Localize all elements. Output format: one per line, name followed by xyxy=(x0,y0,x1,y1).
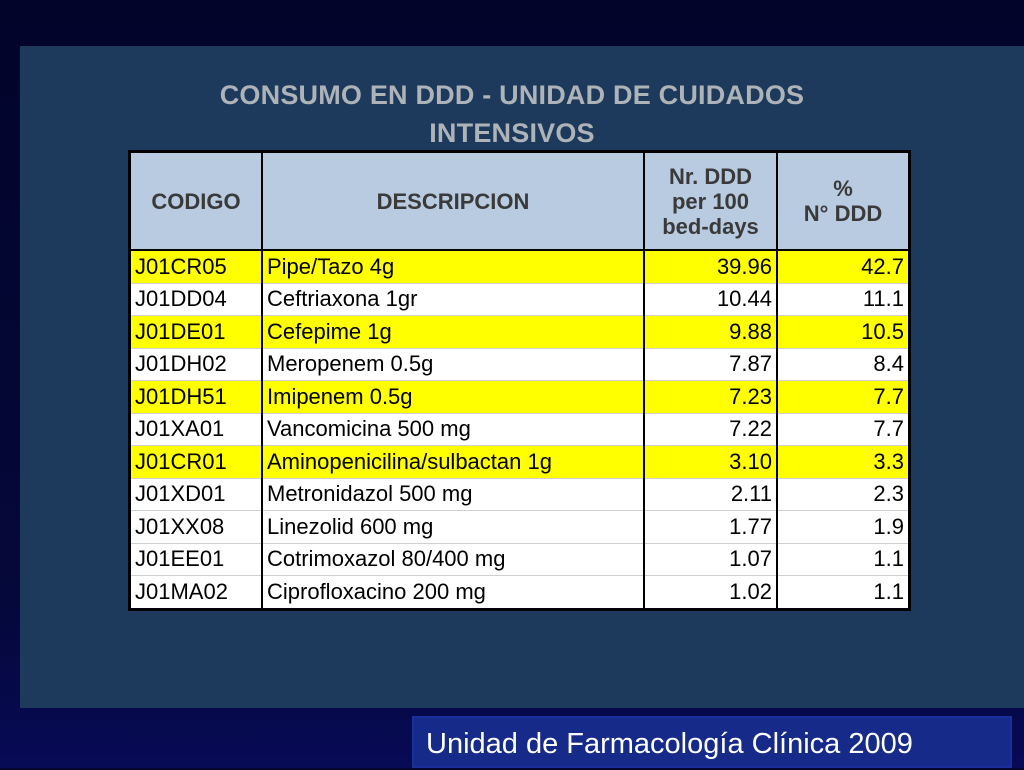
table-row: J01XX08 Linezolid 600 mg 1.77 1.9 xyxy=(128,510,911,544)
cell-code: J01DH51 xyxy=(128,380,263,414)
table-row: J01MA02 Ciprofloxacino 200 mg 1.02 1.1 xyxy=(128,575,911,610)
cell-pct: 3.3 xyxy=(776,445,911,479)
table-row: J01CR05 Pipe/Tazo 4g 39.96 42.7 xyxy=(128,250,911,284)
cell-description: Linezolid 600 mg xyxy=(261,510,645,544)
header-descripcion: DESCRIPCION xyxy=(261,150,645,251)
cell-ddd: 9.88 xyxy=(643,315,778,349)
cell-ddd: 1.77 xyxy=(643,510,778,544)
title-line-1: CONSUMO EN DDD - UNIDAD DE CUIDADOS xyxy=(219,80,805,110)
table-row: J01EE01 Cotrimoxazol 80/400 mg 1.07 1.1 xyxy=(128,543,911,576)
cell-pct: 1.1 xyxy=(776,575,911,610)
table-row: J01DD04 Ceftriaxona 1gr 10.44 11.1 xyxy=(128,283,911,316)
table-row: J01XD01 Metronidazol 500 mg 2.11 2.3 xyxy=(128,478,911,511)
title-line-2: INTENSIVOS xyxy=(429,118,595,148)
footer-banner: Unidad de Farmacología Clínica 2009 xyxy=(412,716,1012,768)
cell-code: J01CR05 xyxy=(128,250,263,284)
table-row: J01DH51 Imipenem 0.5g 7.23 7.7 xyxy=(128,380,911,414)
cell-description: Cotrimoxazol 80/400 mg xyxy=(261,543,645,576)
cell-description: Aminopenicilina/sulbactan 1g xyxy=(261,445,645,479)
cell-ddd: 1.07 xyxy=(643,543,778,576)
cell-pct: 7.7 xyxy=(776,413,911,446)
cell-description: Pipe/Tazo 4g xyxy=(261,250,645,284)
cell-pct: 1.9 xyxy=(776,510,911,544)
table-row: J01DE01 Cefepime 1g 9.88 10.5 xyxy=(128,315,911,349)
cell-description: Ceftriaxona 1gr xyxy=(261,283,645,316)
cell-description: Meropenem 0.5g xyxy=(261,348,645,381)
cell-code: J01MA02 xyxy=(128,575,263,610)
header-pct-line-1: % xyxy=(833,176,853,201)
ddd-consumption-table: CODIGO DESCRIPCION Nr. DDD per 100 bed-d… xyxy=(128,150,911,611)
cell-pct: 11.1 xyxy=(776,283,911,316)
header-ddd: Nr. DDD per 100 bed-days xyxy=(643,150,778,251)
cell-description: Imipenem 0.5g xyxy=(261,380,645,414)
cell-ddd: 10.44 xyxy=(643,283,778,316)
cell-description: Vancomicina 500 mg xyxy=(261,413,645,446)
cell-pct: 8.4 xyxy=(776,348,911,381)
table-row: J01CR01 Aminopenicilina/sulbactan 1g 3.10 3… xyxy=(128,445,911,479)
table-body: J01CR05 Pipe/Tazo 4g 39.96 42.7 J01DD04 Ceftr… xyxy=(128,250,911,610)
cell-pct: 1.1 xyxy=(776,543,911,576)
cell-code: J01DD04 xyxy=(128,283,263,316)
slide-title: CONSUMO EN DDD - UNIDAD DE CUIDADOS INTE… xyxy=(112,76,912,152)
cell-code: J01XD01 xyxy=(128,478,263,511)
cell-code: J01XA01 xyxy=(128,413,263,446)
header-ddd-line-3: bed-days xyxy=(662,213,759,239)
cell-ddd: 7.87 xyxy=(643,348,778,381)
cell-description: Cefepime 1g xyxy=(261,315,645,349)
cell-ddd: 2.11 xyxy=(643,478,778,511)
cell-description: Ciprofloxacino 200 mg xyxy=(261,575,645,610)
header-codigo: CODIGO xyxy=(128,150,263,251)
cell-pct: 2.3 xyxy=(776,478,911,511)
header-pct: % N° DDD xyxy=(776,150,911,251)
cell-code: J01CR01 xyxy=(128,445,263,479)
cell-code: J01EE01 xyxy=(128,543,263,576)
cell-pct: 7.7 xyxy=(776,380,911,414)
cell-ddd: 7.22 xyxy=(643,413,778,446)
cell-ddd: 39.96 xyxy=(643,250,778,284)
table-row: J01DH02 Meropenem 0.5g 7.87 8.4 xyxy=(128,348,911,381)
header-pct-line-2: N° DDD xyxy=(803,201,883,226)
cell-pct: 10.5 xyxy=(776,315,911,349)
cell-ddd: 1.02 xyxy=(643,575,778,610)
table-row: J01XA01 Vancomicina 500 mg 7.22 7.7 xyxy=(128,413,911,446)
header-ddd-line-1: Nr. DDD xyxy=(668,163,753,189)
cell-code: J01DH02 xyxy=(128,348,263,381)
cell-pct: 42.7 xyxy=(776,250,911,284)
cell-code: J01XX08 xyxy=(128,510,263,544)
cell-code: J01DE01 xyxy=(128,315,263,349)
header-ddd-line-2: per 100 xyxy=(671,188,750,214)
table-header-row: CODIGO DESCRIPCION Nr. DDD per 100 bed-d… xyxy=(128,150,911,251)
cell-ddd: 7.23 xyxy=(643,380,778,414)
cell-ddd: 3.10 xyxy=(643,445,778,479)
cell-description: Metronidazol 500 mg xyxy=(261,478,645,511)
